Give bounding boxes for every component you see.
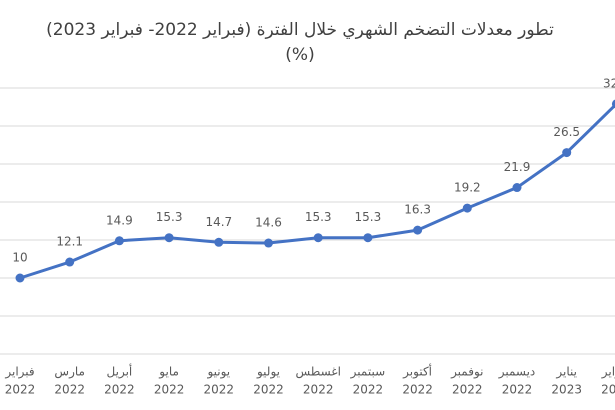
x-tick-label: 2022	[204, 383, 235, 397]
x-tick-label: أكتوبر	[402, 364, 432, 380]
data-point	[611, 99, 615, 109]
x-tick-label: مارس	[54, 365, 85, 380]
x-tick-label: 2023	[601, 383, 615, 397]
data-point	[313, 233, 323, 243]
data-point	[15, 273, 25, 283]
x-tick-label: 2022	[5, 383, 36, 397]
data-point	[65, 257, 75, 267]
data-point	[164, 233, 174, 243]
data-label: 15.3	[156, 210, 183, 224]
data-label: 15.3	[355, 210, 382, 224]
data-point	[114, 236, 124, 246]
data-label: 12.1	[56, 235, 83, 249]
data-label: 15.3	[305, 210, 332, 224]
x-tick-label: 2022	[104, 383, 135, 397]
data-point	[462, 203, 472, 213]
data-point	[413, 225, 423, 235]
x-tick-label: 2022	[452, 383, 483, 397]
x-tick-label: فبراير	[601, 365, 615, 380]
data-label: 21.9	[504, 160, 531, 174]
data-label: 32.9	[603, 76, 615, 90]
x-tick-label: 2022	[502, 383, 533, 397]
data-label: 14.6	[255, 216, 282, 230]
x-tick-label: 2022	[303, 383, 334, 397]
x-tick-label: يوليو	[256, 365, 280, 380]
x-tick-label: نوفمبر	[450, 365, 483, 380]
data-point	[562, 148, 572, 158]
data-label: 16.3	[404, 203, 431, 217]
x-tick-label: فبراير	[4, 365, 34, 380]
data-point	[264, 238, 273, 248]
data-point	[363, 233, 373, 243]
data-line	[19, 103, 615, 280]
chart-title: تطور معدلات التضخم الشهري خلال الفترة (ف…	[46, 20, 554, 40]
data-label: 10	[12, 251, 27, 265]
data-label: 26.5	[553, 125, 580, 139]
x-tick-label: 2023	[551, 383, 582, 397]
x-tick-label: 2022	[353, 383, 384, 397]
chart-subtitle: (%)	[285, 45, 314, 65]
data-label: 14.9	[106, 213, 133, 227]
x-tick-label: يونيو	[206, 365, 230, 380]
x-tick-label: 2022	[54, 383, 85, 397]
x-tick-label: اغسطس	[295, 365, 340, 380]
data-point	[512, 183, 522, 193]
x-tick-label: مايو	[158, 365, 179, 380]
x-tick-label: ديسمبر	[498, 365, 536, 380]
data-point	[214, 237, 224, 247]
x-tick-label: أبريل	[107, 364, 133, 380]
data-label: 19.2	[454, 181, 481, 195]
data-label: 14.7	[205, 215, 232, 229]
x-tick-label: يناير	[555, 365, 577, 380]
x-tick-label: سبتمبر	[350, 365, 385, 380]
x-tick-label: 2022	[253, 383, 284, 397]
x-tick-label: 2022	[402, 383, 433, 397]
x-tick-label: 2022	[154, 383, 185, 397]
